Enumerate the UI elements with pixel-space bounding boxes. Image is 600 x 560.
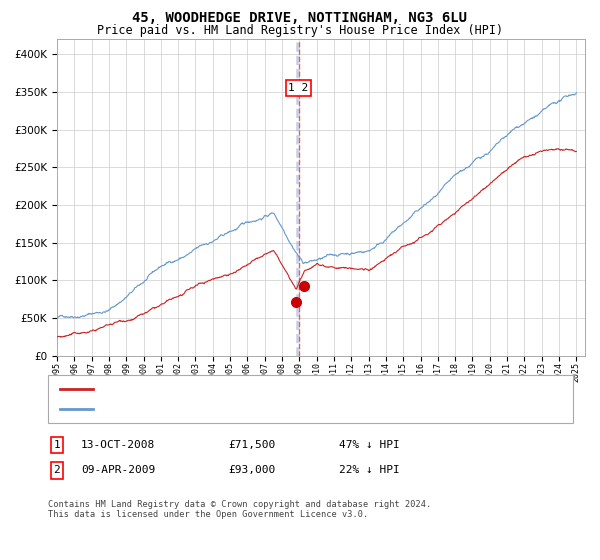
Text: £71,500: £71,500 xyxy=(228,440,275,450)
Text: 2: 2 xyxy=(53,465,61,475)
Text: HPI: Average price, detached house, City of Nottingham: HPI: Average price, detached house, City… xyxy=(97,404,434,414)
Text: 47% ↓ HPI: 47% ↓ HPI xyxy=(339,440,400,450)
Text: £93,000: £93,000 xyxy=(228,465,275,475)
Text: 22% ↓ HPI: 22% ↓ HPI xyxy=(339,465,400,475)
Text: 1 2: 1 2 xyxy=(289,83,308,93)
Text: 45, WOODHEDGE DRIVE, NOTTINGHAM, NG3 6LU (detached house): 45, WOODHEDGE DRIVE, NOTTINGHAM, NG3 6LU… xyxy=(97,384,454,394)
Text: 09-APR-2009: 09-APR-2009 xyxy=(81,465,155,475)
Text: 1: 1 xyxy=(53,440,61,450)
Text: 13-OCT-2008: 13-OCT-2008 xyxy=(81,440,155,450)
Text: Price paid vs. HM Land Registry's House Price Index (HPI): Price paid vs. HM Land Registry's House … xyxy=(97,24,503,36)
Text: Contains HM Land Registry data © Crown copyright and database right 2024.
This d: Contains HM Land Registry data © Crown c… xyxy=(48,500,431,519)
Text: 45, WOODHEDGE DRIVE, NOTTINGHAM, NG3 6LU: 45, WOODHEDGE DRIVE, NOTTINGHAM, NG3 6LU xyxy=(133,11,467,25)
